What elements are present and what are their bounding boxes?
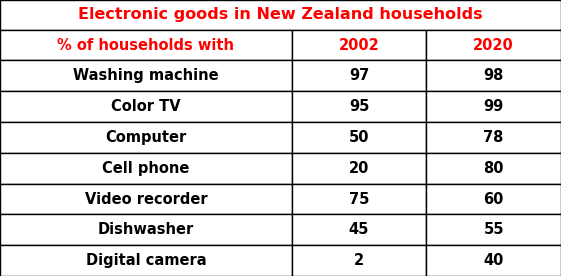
Bar bbox=[292, 60, 426, 91]
Text: Color TV: Color TV bbox=[111, 99, 181, 114]
Bar bbox=[0, 60, 292, 91]
Text: 2002: 2002 bbox=[339, 38, 379, 52]
Bar bbox=[426, 184, 561, 214]
Text: 97: 97 bbox=[349, 68, 369, 83]
Bar bbox=[0, 91, 292, 122]
Bar bbox=[292, 30, 426, 60]
Text: 80: 80 bbox=[484, 161, 504, 176]
Text: 99: 99 bbox=[484, 99, 504, 114]
Bar bbox=[292, 214, 426, 245]
Text: Dishwasher: Dishwasher bbox=[98, 222, 194, 237]
Bar bbox=[426, 214, 561, 245]
Text: Cell phone: Cell phone bbox=[102, 161, 190, 176]
Bar bbox=[292, 245, 426, 276]
Text: 2020: 2020 bbox=[473, 38, 514, 52]
Bar bbox=[0, 30, 292, 60]
Bar bbox=[426, 245, 561, 276]
Text: 2: 2 bbox=[354, 253, 364, 268]
Text: 20: 20 bbox=[349, 161, 369, 176]
Text: 60: 60 bbox=[484, 192, 504, 206]
Text: 98: 98 bbox=[484, 68, 504, 83]
Bar bbox=[292, 184, 426, 214]
Text: 95: 95 bbox=[349, 99, 369, 114]
Text: Video recorder: Video recorder bbox=[85, 192, 207, 206]
Bar bbox=[292, 122, 426, 153]
Text: 50: 50 bbox=[349, 130, 369, 145]
Text: 45: 45 bbox=[349, 222, 369, 237]
Text: Electronic goods in New Zealand households: Electronic goods in New Zealand househol… bbox=[78, 7, 483, 22]
Text: Computer: Computer bbox=[105, 130, 186, 145]
Text: 75: 75 bbox=[349, 192, 369, 206]
Bar bbox=[0, 153, 292, 184]
Text: 78: 78 bbox=[484, 130, 504, 145]
Text: Washing machine: Washing machine bbox=[73, 68, 219, 83]
Bar bbox=[426, 30, 561, 60]
Bar bbox=[426, 153, 561, 184]
Bar bbox=[426, 122, 561, 153]
Bar bbox=[0, 214, 292, 245]
Bar bbox=[0, 0, 561, 30]
Text: Digital camera: Digital camera bbox=[85, 253, 206, 268]
Bar bbox=[0, 245, 292, 276]
Text: 40: 40 bbox=[484, 253, 504, 268]
Text: 55: 55 bbox=[484, 222, 504, 237]
Bar bbox=[292, 91, 426, 122]
Bar bbox=[426, 91, 561, 122]
Bar bbox=[292, 153, 426, 184]
Bar bbox=[426, 60, 561, 91]
Bar bbox=[0, 122, 292, 153]
Text: % of households with: % of households with bbox=[57, 38, 234, 52]
Bar bbox=[0, 184, 292, 214]
